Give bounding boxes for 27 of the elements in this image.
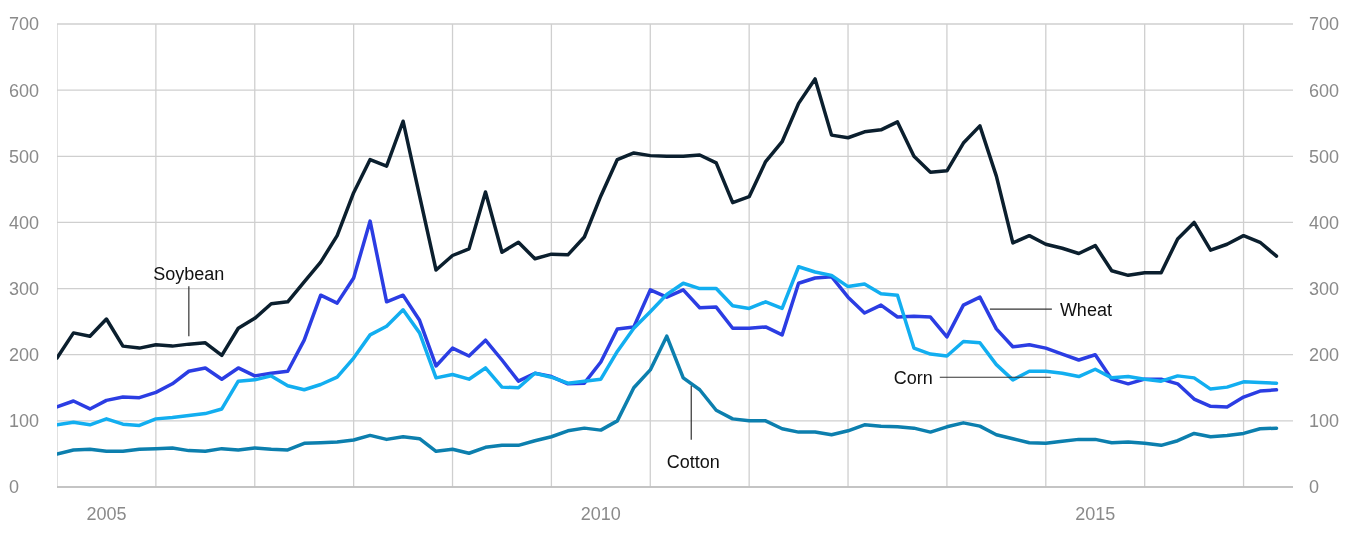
y2-tick-label: 0: [1309, 477, 1320, 498]
y2-tick-label: 300: [1309, 278, 1340, 299]
y-tick-label: 500: [9, 146, 40, 167]
y-tick-label: 0: [9, 477, 20, 498]
x-tick-label: 2005: [86, 503, 127, 524]
y-tick-label: 700: [9, 14, 40, 35]
x-tick-label: 2010: [580, 503, 621, 524]
series-label: Corn: [893, 368, 933, 389]
text: Soybean: [153, 264, 225, 285]
y2-tick-label: 600: [1309, 80, 1340, 101]
y-tick-label: 600: [9, 80, 40, 101]
series-label: Cotton: [666, 451, 720, 472]
series-label: Wheat: [1059, 300, 1112, 321]
y2-tick-label: 500: [1309, 146, 1340, 167]
y2-tick-label: 200: [1309, 345, 1340, 366]
line-series: [57, 219, 1279, 411]
y-tick-label: 100: [9, 411, 40, 432]
y2-tick-label: 100: [1309, 411, 1340, 432]
y-tick-label: 300: [9, 278, 40, 299]
y2-tick-label: 700: [1309, 14, 1340, 35]
line-series: [57, 334, 1279, 456]
x-tick-label: 2015: [1075, 503, 1116, 524]
line-series: [57, 77, 1279, 360]
y2-tick-label: 400: [1309, 212, 1340, 233]
y-tick-label: 200: [9, 345, 40, 366]
line-series: [57, 264, 1279, 428]
y-tick-label: 400: [9, 212, 40, 233]
